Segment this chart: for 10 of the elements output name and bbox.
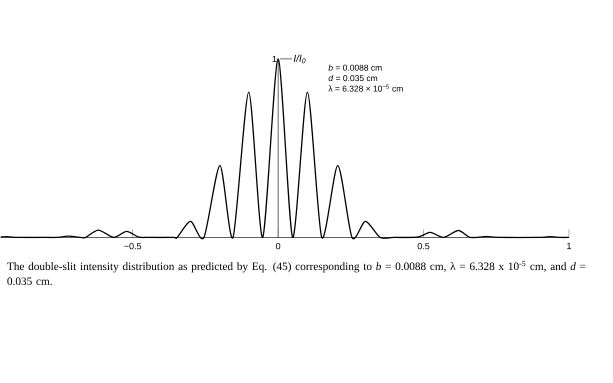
x-tick-label: 0.5 bbox=[418, 243, 430, 250]
annotation: 1 bbox=[272, 56, 276, 62]
x-tick-label: −0.5 bbox=[124, 243, 142, 250]
text: The double-slit intensity distribution as predicted by Eq. (45) corresponding to b = 0.0088 cm, λ = 6.328 x 10$^{-5}$ cm, and d = 0.035 cm. bbox=[7, 261, 586, 286]
annotation: d = 0.035 cm bbox=[328, 75, 378, 82]
annotation: λ = 6.328 × 10$^{−5}$ cm bbox=[328, 84, 403, 92]
annotation: b = 0.0088 cm bbox=[328, 64, 382, 71]
x-tick-label: 0 bbox=[276, 243, 280, 250]
y-axis-title: I/I$_{0}$ bbox=[294, 54, 306, 64]
x-tick-label: 1 bbox=[567, 243, 572, 250]
